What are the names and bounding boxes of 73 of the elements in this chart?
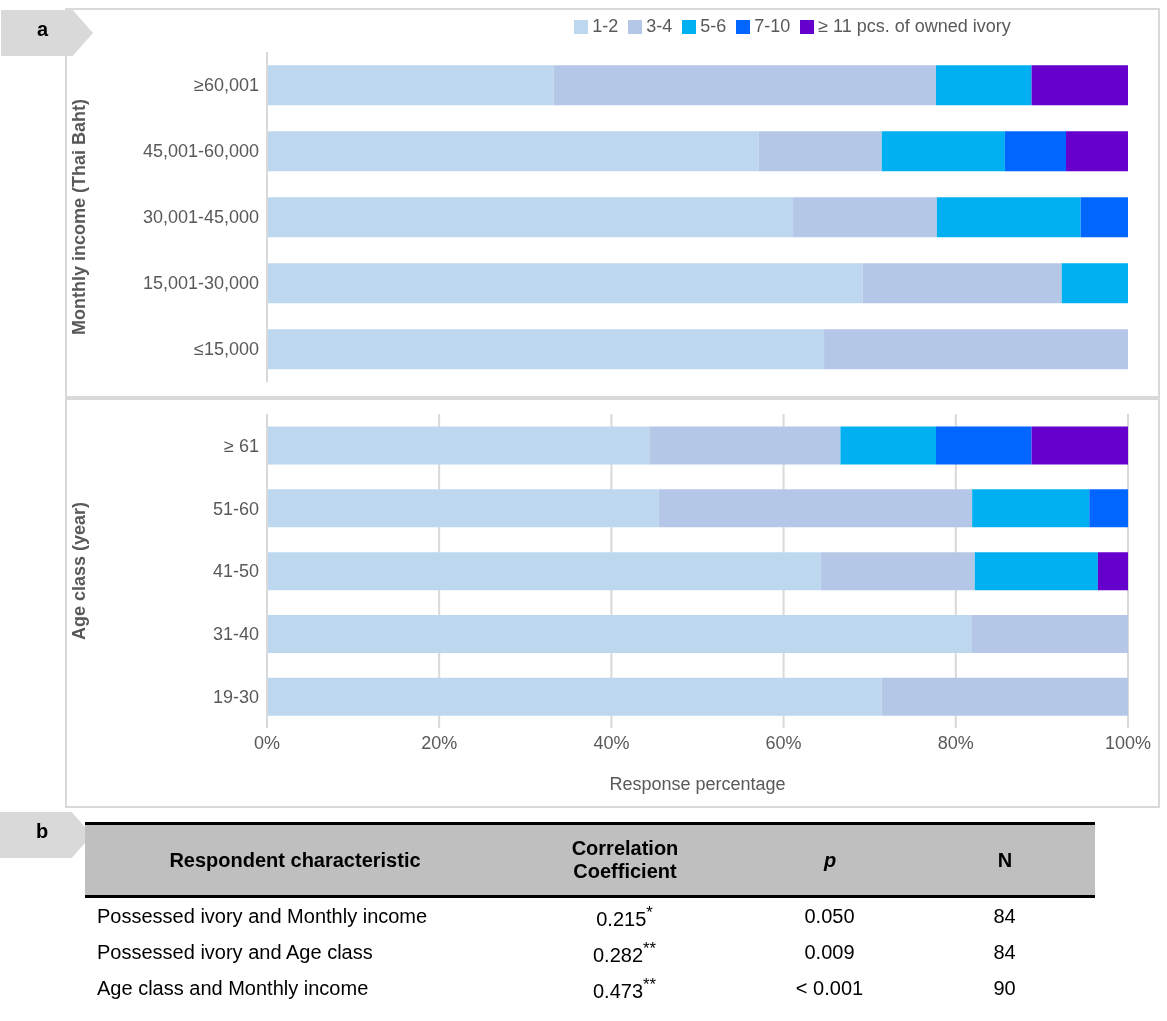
x-tick-label: 60% (765, 732, 802, 753)
bar (974, 552, 1098, 591)
y-axis-title: Monthly income (Thai Baht) (69, 99, 90, 335)
y-tick-label: 19-30 (212, 686, 259, 707)
y-tick-label: 51-60 (212, 498, 259, 519)
bar (1004, 131, 1067, 172)
y-tick-label: 30,001-45,000 (142, 207, 259, 228)
bar (267, 552, 821, 591)
text: < 0.001 (794, 976, 865, 1001)
text: Possessed ivory and Age class (96, 940, 374, 965)
legend-label: 5-6 (700, 16, 727, 36)
bar (820, 552, 975, 591)
legend-label: 3-4 (646, 16, 673, 36)
y-tick-label: ≤15,000 (194, 339, 259, 360)
x-axis-title: Response percentage (609, 774, 786, 794)
y-tick-label: 31-40 (212, 624, 259, 645)
y-tick-label: 15,001-30,000 (142, 273, 259, 294)
bar (758, 131, 882, 172)
x-tick-label: 0% (253, 732, 281, 753)
y-tick-label: ≥ 61 (224, 435, 259, 456)
text: 84 (992, 940, 1017, 965)
bar (267, 426, 650, 465)
text: 84 (992, 904, 1017, 929)
bar (881, 677, 1128, 716)
text: 0.282$^{**}$ (592, 938, 657, 968)
bar (267, 614, 972, 653)
bar (936, 426, 1032, 465)
bar (936, 197, 1081, 238)
bar (1031, 426, 1128, 465)
bar (1061, 263, 1128, 304)
legend-label: ≥ 11 pcs. of owned ivory (818, 16, 1011, 36)
x-tick-label: 80% (937, 732, 974, 753)
bar (1031, 65, 1128, 106)
text: 90 (992, 976, 1017, 1001)
bar (936, 65, 1032, 106)
y-tick-label: ≥60,001 (194, 75, 259, 96)
bar (267, 329, 825, 370)
bar (1097, 552, 1128, 591)
x-tick-label: 20% (421, 732, 458, 753)
bar (972, 489, 1090, 528)
y-tick-label: 41-50 (212, 561, 259, 582)
bar (862, 263, 1062, 304)
bar (267, 489, 659, 528)
text: 0.215$^{*}$ (595, 902, 654, 932)
x-tick-label: 40% (593, 732, 630, 753)
bar (267, 65, 554, 106)
bar (971, 614, 1128, 653)
text: 0.473$^{**}$ (592, 974, 657, 1004)
bar (658, 489, 973, 528)
y-tick-label: 45,001-60,000 (142, 141, 259, 162)
text: 0.009 (803, 940, 856, 965)
legend-label: 7-10 (754, 16, 791, 36)
bar (1089, 489, 1128, 528)
bar (267, 263, 863, 304)
y-axis-title: Age class (year) (69, 501, 90, 641)
bar (267, 131, 759, 172)
bar (267, 197, 794, 238)
legend-label: 1-2 (592, 16, 619, 36)
text: b (36, 820, 49, 843)
bar (649, 426, 841, 465)
text: 0.050 (803, 904, 856, 929)
text: Age class and Monthly income (96, 976, 370, 1001)
bar (840, 426, 936, 465)
bar (881, 131, 1005, 172)
bar (267, 677, 882, 716)
x-tick-label: 100% (1104, 732, 1152, 753)
bar (824, 329, 1128, 370)
bar (793, 197, 937, 238)
bar (1080, 197, 1128, 238)
bar (1066, 131, 1128, 172)
text: Possessed ivory and Monthly income (96, 904, 429, 929)
bar (553, 65, 936, 106)
text: a (37, 18, 49, 41)
